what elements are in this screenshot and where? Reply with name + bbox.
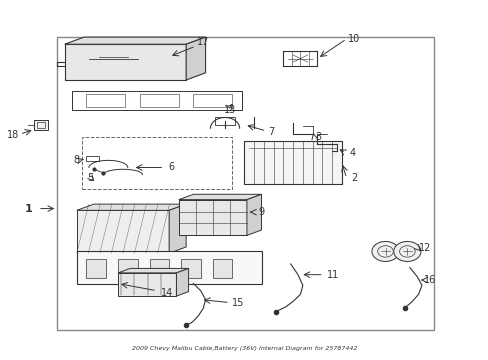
- Bar: [212, 258, 232, 278]
- Text: 6: 6: [168, 162, 174, 172]
- Text: 11: 11: [326, 270, 338, 280]
- Bar: [34, 120, 48, 130]
- Bar: [118, 258, 137, 278]
- Text: 2009 Chevy Malibu Cable,Battery (36V) Internal Diagram for 25787442: 2009 Chevy Malibu Cable,Battery (36V) In…: [132, 346, 356, 351]
- Text: 7: 7: [267, 127, 274, 137]
- Text: 18: 18: [7, 130, 20, 140]
- Bar: [193, 94, 232, 107]
- Polygon shape: [179, 200, 246, 235]
- Bar: [72, 91, 242, 111]
- Circle shape: [371, 242, 398, 261]
- Bar: [81, 137, 232, 189]
- Text: 14: 14: [160, 288, 172, 297]
- Text: 13: 13: [224, 105, 236, 115]
- Bar: [140, 94, 179, 107]
- Bar: [57, 37, 433, 330]
- Text: 3: 3: [314, 132, 320, 142]
- Bar: [181, 258, 201, 278]
- Bar: [77, 251, 261, 284]
- Polygon shape: [64, 44, 186, 80]
- Polygon shape: [77, 210, 169, 253]
- Bar: [37, 122, 44, 128]
- Polygon shape: [186, 37, 205, 80]
- Bar: [86, 94, 125, 107]
- Text: 16: 16: [423, 275, 435, 285]
- Polygon shape: [179, 194, 261, 200]
- Bar: [86, 258, 106, 278]
- Bar: [86, 156, 99, 161]
- Text: 2: 2: [350, 173, 356, 183]
- Text: 1: 1: [24, 203, 32, 213]
- Text: 8: 8: [74, 156, 80, 165]
- Text: 4: 4: [348, 148, 355, 158]
- Polygon shape: [118, 269, 188, 273]
- Text: 9: 9: [258, 207, 264, 217]
- Polygon shape: [246, 194, 261, 235]
- Polygon shape: [176, 269, 188, 296]
- Text: 12: 12: [418, 243, 430, 253]
- Bar: [244, 141, 341, 184]
- Bar: [215, 117, 234, 125]
- Bar: [149, 258, 169, 278]
- Polygon shape: [77, 204, 186, 210]
- Polygon shape: [118, 273, 176, 296]
- Polygon shape: [169, 204, 186, 253]
- Text: 17: 17: [197, 37, 209, 48]
- Circle shape: [393, 242, 420, 261]
- Text: 15: 15: [231, 298, 244, 308]
- Polygon shape: [64, 37, 205, 44]
- Text: 5: 5: [86, 173, 93, 183]
- Text: 10: 10: [347, 34, 359, 44]
